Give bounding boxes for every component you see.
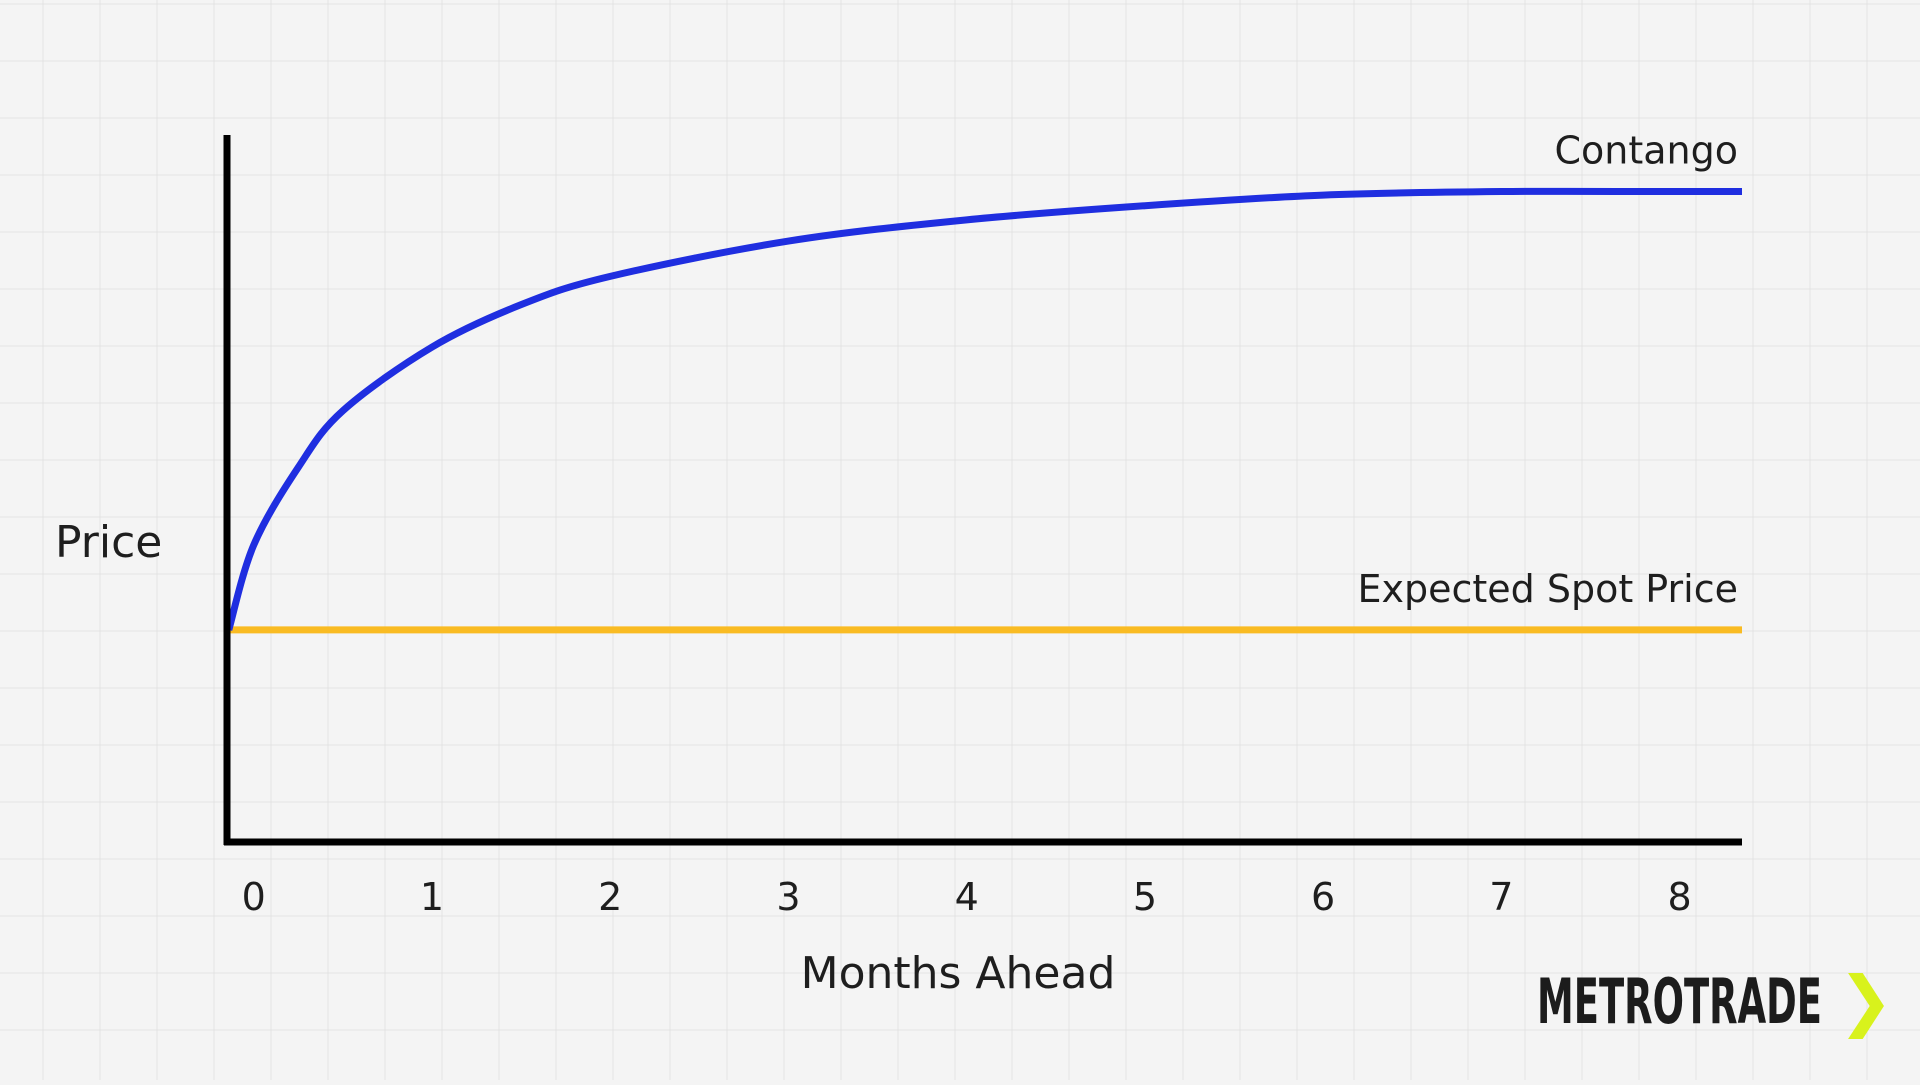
- x-tick-label: 5: [1133, 875, 1157, 919]
- series-label-contango: Contango: [1554, 129, 1738, 173]
- x-tick-label: 8: [1668, 875, 1692, 919]
- series-line-contango: [225, 187, 1742, 631]
- x-tick-label: 0: [242, 875, 266, 919]
- x-tick-label: 1: [420, 875, 444, 919]
- x-tick-labels: 0 1 2 3 4 5 6 7 8: [242, 875, 1692, 919]
- series-layer: Expected Spot Price Contango: [225, 129, 1742, 634]
- metrotrade-logo: METROTRADE ❯: [1537, 962, 1893, 1039]
- x-tick-label: 6: [1311, 875, 1335, 919]
- x-tick-label: 4: [955, 875, 979, 919]
- y-axis-label: Price: [55, 517, 162, 568]
- logo-chevron-icon: ❯: [1838, 962, 1893, 1039]
- x-tick-label: 7: [1489, 875, 1513, 919]
- series-label-expected-spot-price: Expected Spot Price: [1357, 567, 1738, 611]
- x-tick-label: 3: [776, 875, 800, 919]
- logo-wordmark: METROTRADE: [1537, 965, 1822, 1038]
- x-axis-label: Months Ahead: [801, 948, 1116, 999]
- x-tick-label: 2: [598, 875, 622, 919]
